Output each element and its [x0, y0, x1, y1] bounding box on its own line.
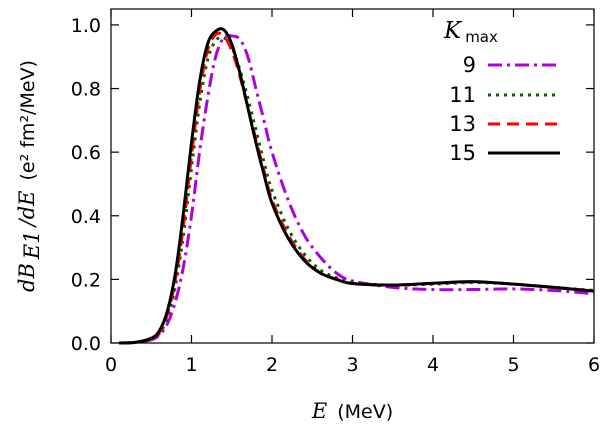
legend-label-kmax-9: 9 [463, 53, 476, 77]
plot-frame [110, 8, 595, 344]
y-tick-label: 0.8 [71, 79, 101, 101]
legend-label-kmax-11: 11 [449, 83, 476, 107]
legend-label-kmax-15: 15 [449, 141, 476, 165]
series-line-kmax-9 [118, 33, 595, 345]
legend-label-kmax-13: 13 [449, 112, 476, 136]
y-tick-label: 1.0 [71, 15, 101, 37]
x-tick-label: 4 [427, 354, 439, 376]
x-tick-label: 6 [588, 354, 600, 376]
y-axis-label: dB E1 /dE (e² fm²/MeV) [15, 60, 44, 292]
x-tick-label: 1 [185, 354, 197, 376]
x-tick-label: 2 [266, 354, 278, 376]
y-axis-rest: /dE [15, 191, 39, 229]
y-axis-main: dB [15, 263, 39, 292]
y-tick-label: 0.0 [71, 333, 101, 355]
x-axis-symbol: E [311, 399, 327, 423]
legend-group: 9 11 13 15 [449, 53, 560, 165]
x-axis-unit: (MeV) [337, 401, 393, 423]
y-tick-label: 0.2 [71, 269, 101, 291]
x-tick-label: 0 [105, 354, 117, 376]
legend-title-sub: max [465, 28, 498, 46]
x-axis-label: E (MeV) [311, 399, 393, 423]
series-line-kmax-11 [118, 35, 595, 345]
x-tick-label: 3 [346, 354, 358, 376]
y-axis-unit: (e² fm²/MeV) [17, 60, 39, 180]
series-group [118, 27, 595, 345]
legend-title-main: K [443, 18, 463, 44]
legend-title: K max [443, 18, 498, 46]
y-tick-label: 0.4 [71, 206, 101, 228]
series-line-kmax-15 [118, 27, 595, 345]
y-axis-sub: E1 [20, 230, 44, 260]
x-tick-label: 5 [507, 354, 519, 376]
y-tick-label: 0.6 [71, 142, 101, 164]
